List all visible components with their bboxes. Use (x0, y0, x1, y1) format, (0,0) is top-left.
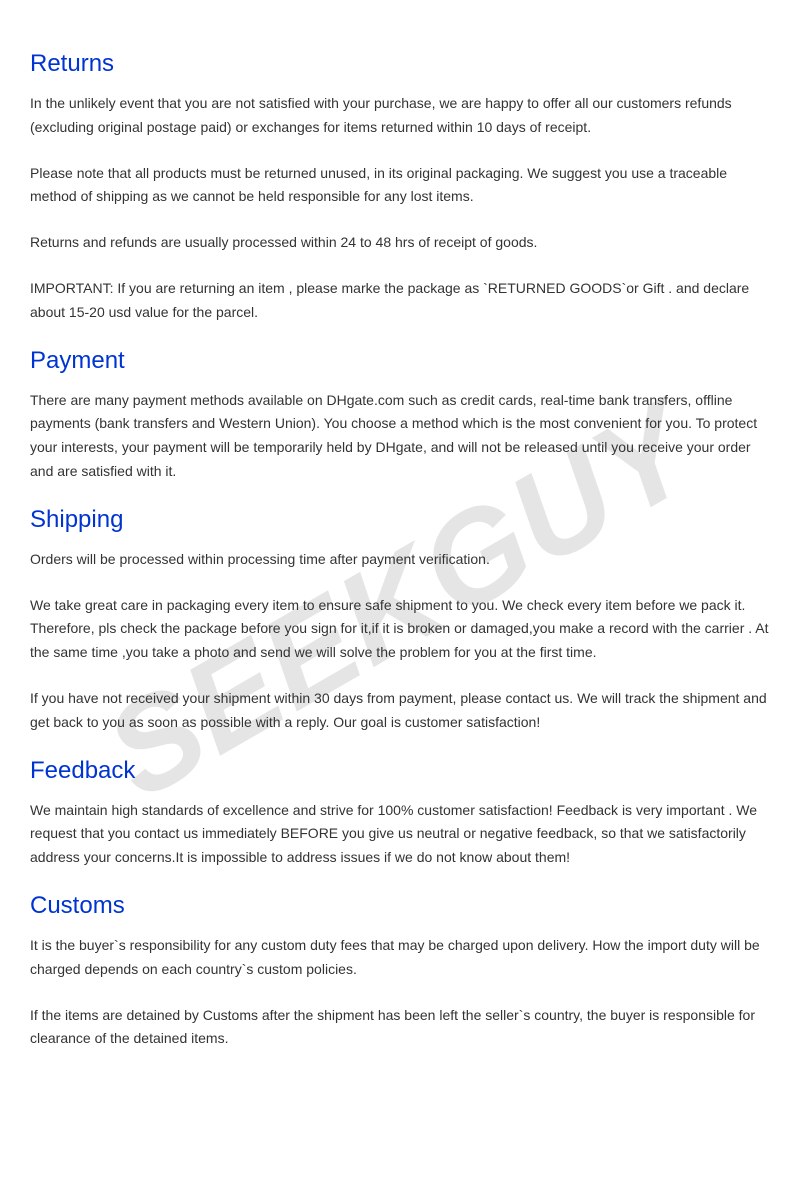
section-heading-payment: Payment (30, 347, 770, 375)
paragraph-text: Returns and refunds are usually processe… (30, 231, 770, 255)
paragraph-text: We maintain high standards of excellence… (30, 799, 770, 870)
paragraph-text: IMPORTANT: If you are returning an item … (30, 277, 770, 325)
section-heading-customs: Customs (30, 892, 770, 920)
section-heading-feedback: Feedback (30, 757, 770, 785)
paragraph-text: There are many payment methods available… (30, 389, 770, 484)
paragraph-text: If the items are detained by Customs aft… (30, 1004, 770, 1052)
paragraph-text: We take great care in packaging every it… (30, 594, 770, 665)
paragraph-text: If you have not received your shipment w… (30, 687, 770, 735)
paragraph-text: Orders will be processed within processi… (30, 548, 770, 572)
paragraph-text: Please note that all products must be re… (30, 162, 770, 210)
paragraph-text: It is the buyer`s responsibility for any… (30, 934, 770, 982)
document-content: Returns In the unlikely event that you a… (30, 50, 770, 1051)
paragraph-text: In the unlikely event that you are not s… (30, 92, 770, 140)
section-heading-returns: Returns (30, 50, 770, 78)
section-heading-shipping: Shipping (30, 506, 770, 534)
